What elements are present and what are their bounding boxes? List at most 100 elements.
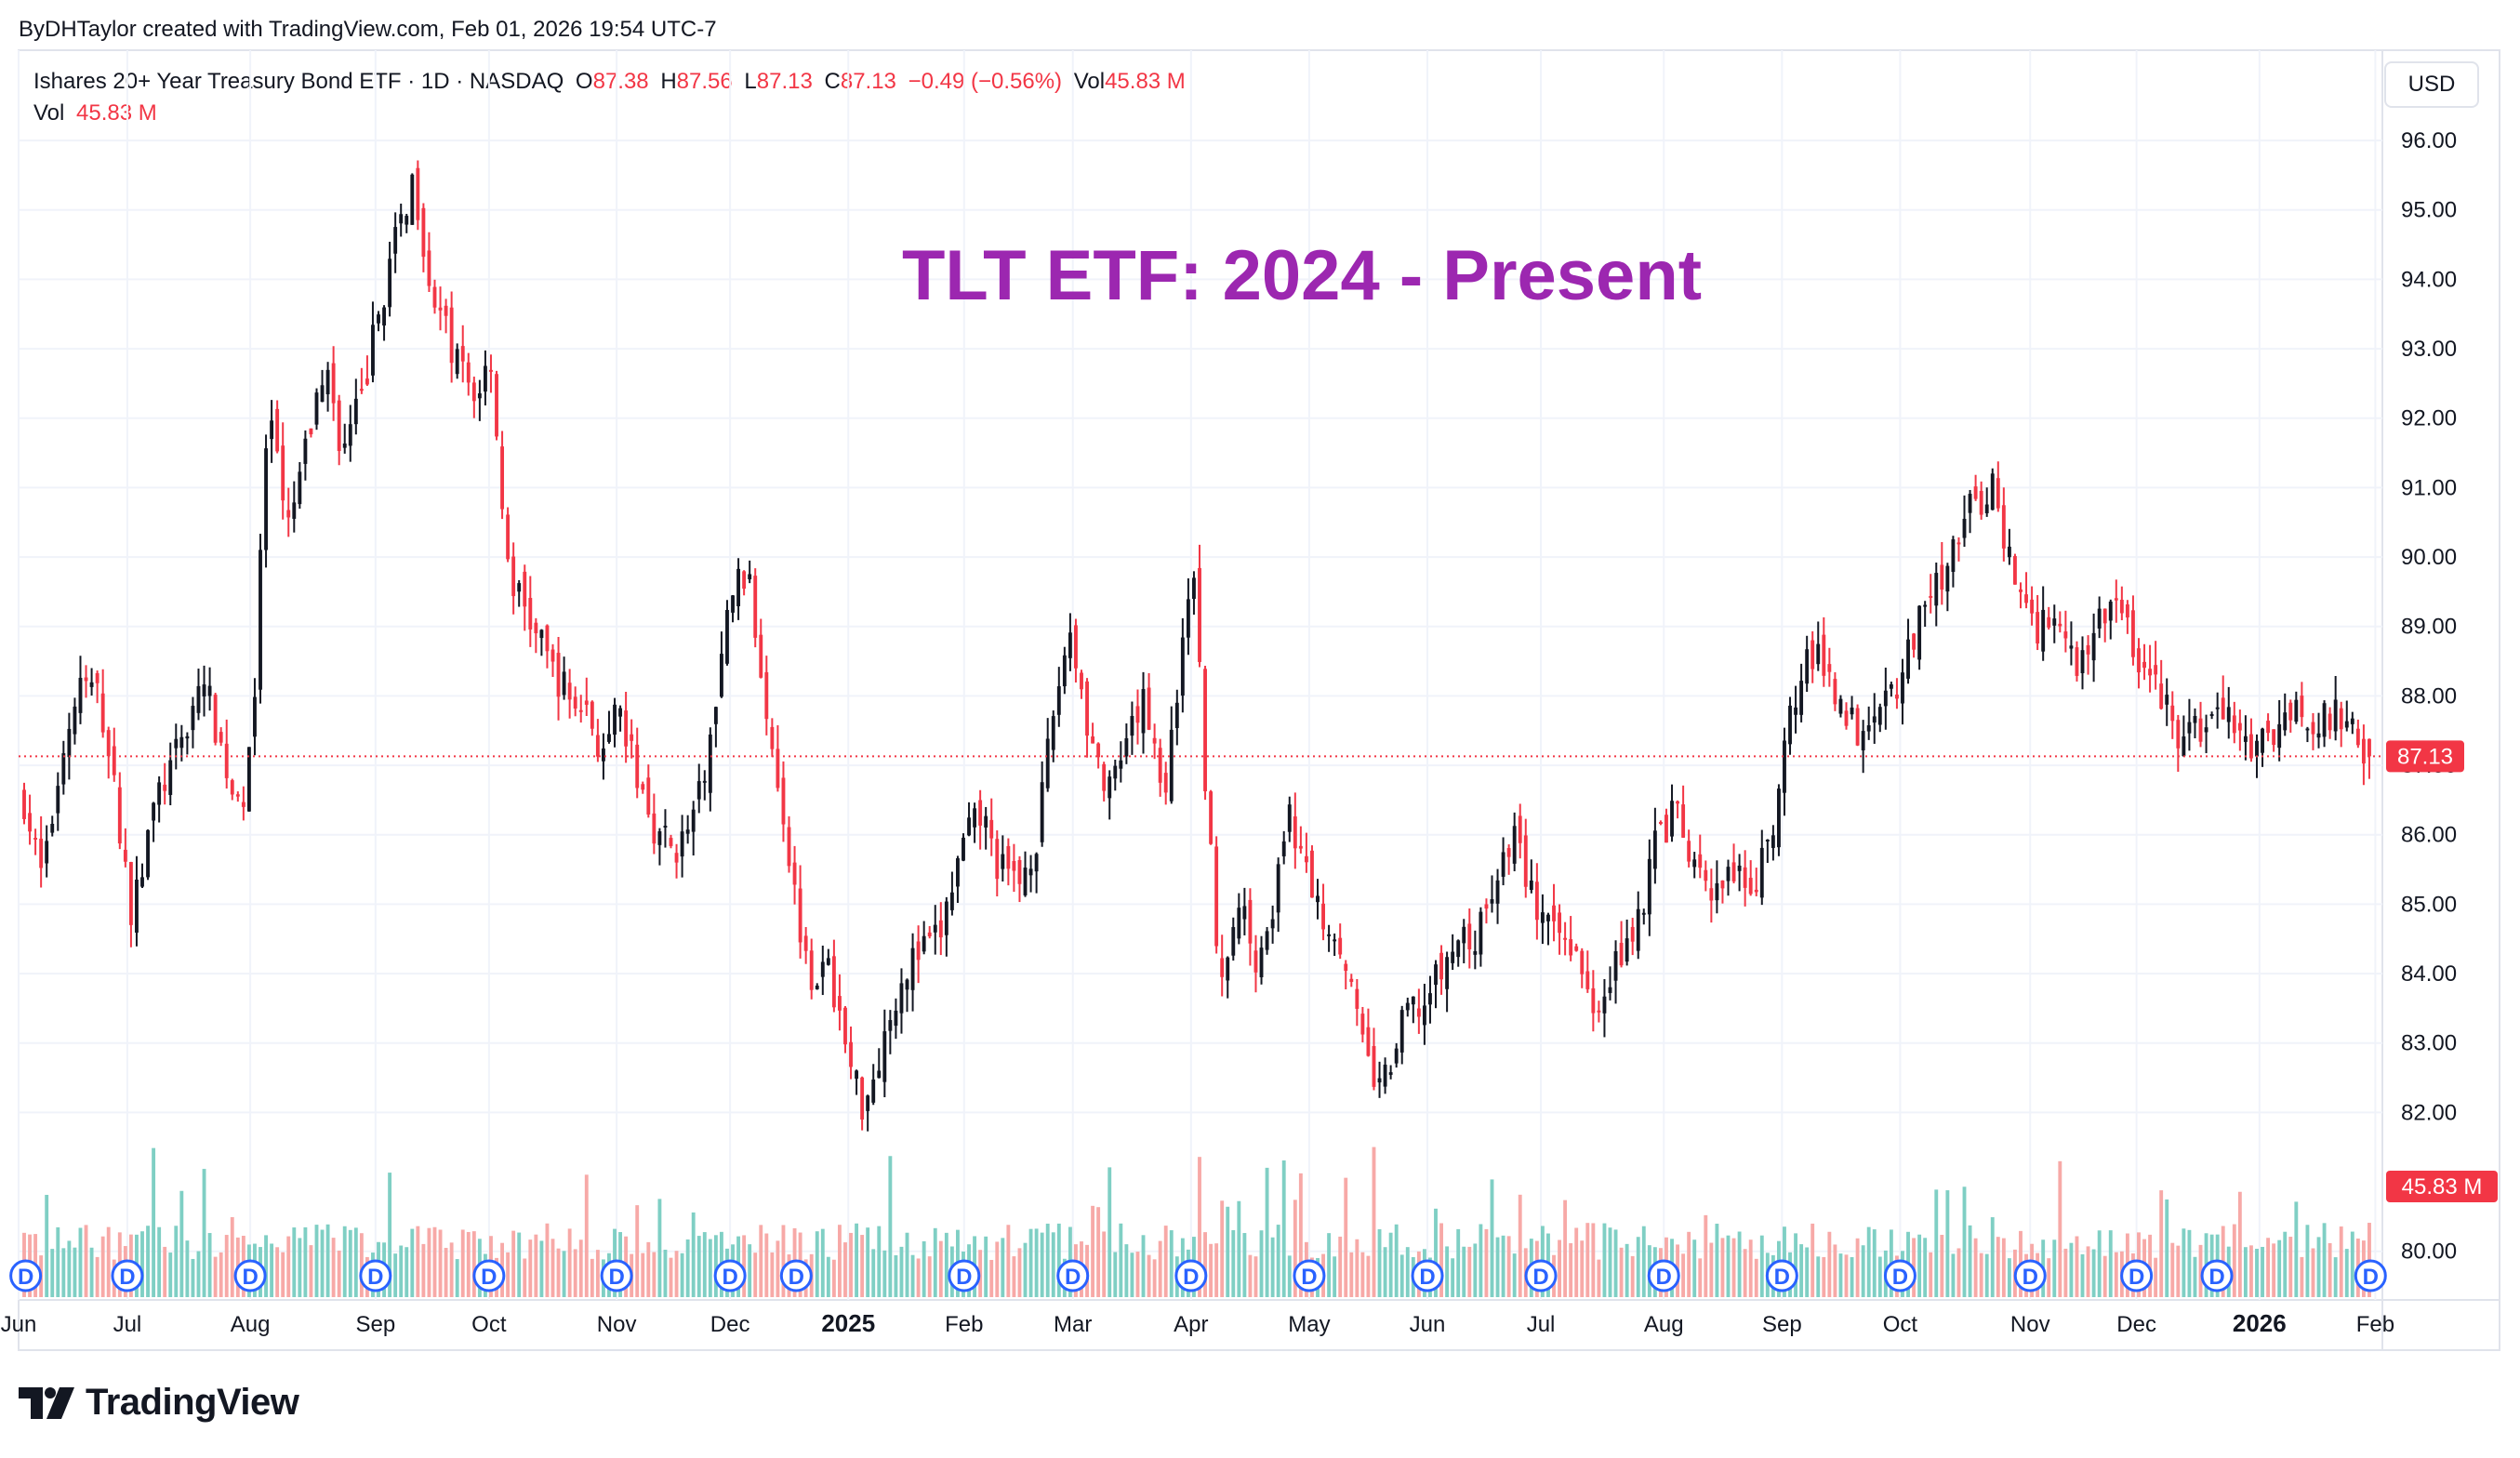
last-price-tag bbox=[2386, 740, 2464, 773]
candle-body bbox=[2367, 738, 2371, 757]
candle-body bbox=[1388, 1072, 1393, 1075]
symbol-name[interactable]: Ishares 20+ Year Treasury Bond ETF · 1D … bbox=[33, 69, 564, 94]
candle-body bbox=[1731, 862, 1736, 881]
volume-bar bbox=[1681, 1253, 1686, 1297]
volume-bar bbox=[331, 1238, 336, 1297]
candle-body bbox=[1630, 926, 1635, 942]
candle-body bbox=[168, 760, 173, 795]
candle-body bbox=[1051, 716, 1055, 750]
candle-body bbox=[1754, 889, 1758, 893]
x-tick-label: Sep bbox=[1762, 1312, 1802, 1337]
candle-body bbox=[298, 471, 302, 505]
volume-bar bbox=[511, 1230, 516, 1297]
candle-body bbox=[618, 708, 623, 717]
candle-body bbox=[944, 901, 948, 935]
candle-body bbox=[1428, 993, 1432, 1005]
volume-bar bbox=[1877, 1256, 1882, 1297]
volume-bar bbox=[2311, 1248, 2315, 1297]
candle-body bbox=[388, 258, 392, 308]
price-chart[interactable]: 96.00 95.00 94.00 93.00 92.00 91.00 90.00 89.00… bbox=[0, 0, 2520, 1358]
dividend-marker-label: D bbox=[722, 1265, 737, 1290]
tradingview-logo[interactable]: TradingView bbox=[19, 1382, 299, 1424]
candle-body bbox=[770, 726, 775, 749]
candle-body bbox=[106, 730, 111, 757]
volume-bar bbox=[1833, 1244, 1837, 1297]
candle-body bbox=[1765, 839, 1770, 842]
candle-body bbox=[1658, 821, 1663, 824]
ohlc-legend: Ishares 20+ Year Treasury Bond ETF · 1D … bbox=[33, 69, 1197, 95]
volume-row-label[interactable]: Vol bbox=[33, 100, 65, 126]
candle-body bbox=[45, 841, 49, 864]
volume-bar bbox=[1349, 1252, 1354, 1297]
currency-button[interactable]: USD bbox=[2384, 61, 2479, 108]
candle-body bbox=[905, 979, 909, 990]
candle-body bbox=[1209, 791, 1214, 844]
candle-body bbox=[1259, 948, 1264, 977]
volume-bar bbox=[1934, 1189, 1939, 1297]
candle-body bbox=[2344, 721, 2349, 728]
volume-bar bbox=[2350, 1231, 2354, 1297]
volume-bar bbox=[2102, 1255, 2107, 1297]
volume-bar bbox=[2069, 1242, 2074, 1297]
candle-body bbox=[117, 787, 122, 844]
candle-body bbox=[320, 385, 325, 403]
volume-bar bbox=[1169, 1230, 1174, 1297]
candle-body bbox=[1558, 912, 1561, 934]
x-tick-label: Jul bbox=[1527, 1312, 1556, 1337]
candle-body bbox=[1349, 978, 1354, 983]
candle-body bbox=[1028, 868, 1033, 876]
volume-bar bbox=[1298, 1173, 1303, 1297]
candle-body bbox=[719, 654, 723, 697]
volume-bar bbox=[1692, 1239, 1697, 1297]
x-tick-label: Nov bbox=[2010, 1312, 2050, 1337]
candle-body bbox=[1665, 815, 1668, 843]
x-tick-label: Mar bbox=[1054, 1312, 1092, 1337]
candle-body bbox=[1383, 1064, 1387, 1087]
candle-body bbox=[1062, 655, 1067, 687]
candle-body bbox=[1872, 716, 1877, 723]
candle-body bbox=[2215, 707, 2220, 709]
candle-body bbox=[1676, 801, 1680, 804]
candle-body bbox=[1135, 706, 1140, 723]
candle-body bbox=[630, 734, 634, 741]
candle-body bbox=[2277, 723, 2282, 749]
volume-bar bbox=[1287, 1255, 1292, 1297]
volume-bar bbox=[1945, 1190, 1950, 1297]
y-tick-label: 89.00 bbox=[2401, 615, 2457, 640]
volume-bar bbox=[224, 1235, 229, 1297]
candle-body bbox=[1518, 815, 1522, 843]
candle-body bbox=[2294, 699, 2299, 722]
candle-body bbox=[1636, 908, 1640, 951]
candle-body bbox=[1405, 1002, 1410, 1011]
y-tick-label: 86.00 bbox=[2401, 823, 2457, 848]
candle-body bbox=[438, 307, 443, 311]
candle-body bbox=[2193, 716, 2197, 723]
candle-body bbox=[146, 829, 150, 878]
candle-body bbox=[1270, 919, 1275, 929]
volume-bar bbox=[1270, 1237, 1275, 1297]
candle-body bbox=[1377, 1078, 1382, 1083]
candle-body bbox=[292, 502, 297, 519]
high-value: 87.56 bbox=[676, 69, 733, 94]
dividend-marker-label: D bbox=[1301, 1265, 1317, 1290]
x-tick-label: Apr bbox=[1174, 1312, 1208, 1337]
dividend-icon bbox=[1174, 1259, 1208, 1292]
volume-bar bbox=[1619, 1247, 1624, 1297]
volume-bar bbox=[2148, 1234, 2153, 1297]
volume-bar bbox=[1850, 1257, 1854, 1297]
volume-bar bbox=[1827, 1231, 1832, 1297]
candle-body bbox=[1045, 738, 1050, 789]
candle-body bbox=[967, 817, 971, 836]
candle-body bbox=[1366, 1027, 1371, 1056]
volume-bar bbox=[641, 1253, 645, 1297]
candle-body bbox=[764, 671, 769, 720]
candle-body bbox=[78, 677, 83, 713]
dividend-icon bbox=[1524, 1259, 1558, 1292]
candle-body bbox=[2272, 729, 2276, 746]
volume-bar bbox=[106, 1226, 111, 1297]
candle-body bbox=[1372, 1045, 1376, 1087]
volume-bar bbox=[995, 1241, 1000, 1297]
dividend-marker-label: D bbox=[1774, 1265, 1790, 1290]
candle-body bbox=[624, 710, 629, 747]
volume-bar bbox=[230, 1216, 234, 1297]
